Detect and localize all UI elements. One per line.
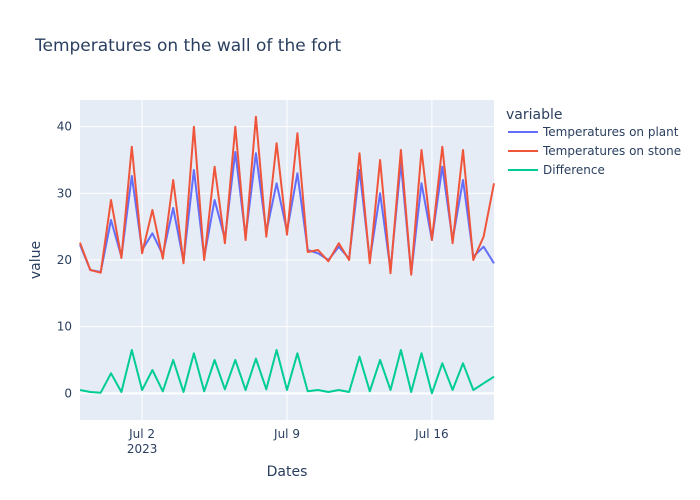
chart-title: Temperatures on the wall of the fort (34, 36, 341, 56)
y-tick-label: 40 (57, 120, 72, 134)
y-tick-label: 0 (64, 386, 72, 400)
grid (80, 100, 494, 420)
y-tick-label: 10 (57, 320, 72, 334)
legend-item-label[interactable]: Difference (543, 163, 605, 177)
y-axis-title: value (28, 241, 44, 279)
legend-item-label[interactable]: Temperatures on stone (542, 144, 681, 158)
legend-item-label[interactable]: Temperatures on plant (542, 125, 679, 139)
x-axis-title: Dates (267, 464, 308, 480)
series-line-2[interactable] (79, 115, 495, 276)
legend-title: variable (506, 107, 562, 123)
y-tick-label: 20 (57, 253, 72, 267)
y-tick-label: 30 (57, 186, 72, 200)
legend: variable Temperatures on plant Temperatur… (506, 107, 681, 177)
x-tick-label: Jul 16 (414, 427, 449, 441)
x-tick-label: Jul 9 (273, 427, 300, 441)
y-axis: 0 10 20 30 40 (57, 120, 72, 401)
x-tick-label: Jul 2 (128, 427, 155, 441)
series-layer (79, 115, 495, 395)
series-line-3[interactable] (79, 349, 495, 395)
x-tick-sublabel: 2023 (127, 442, 158, 456)
